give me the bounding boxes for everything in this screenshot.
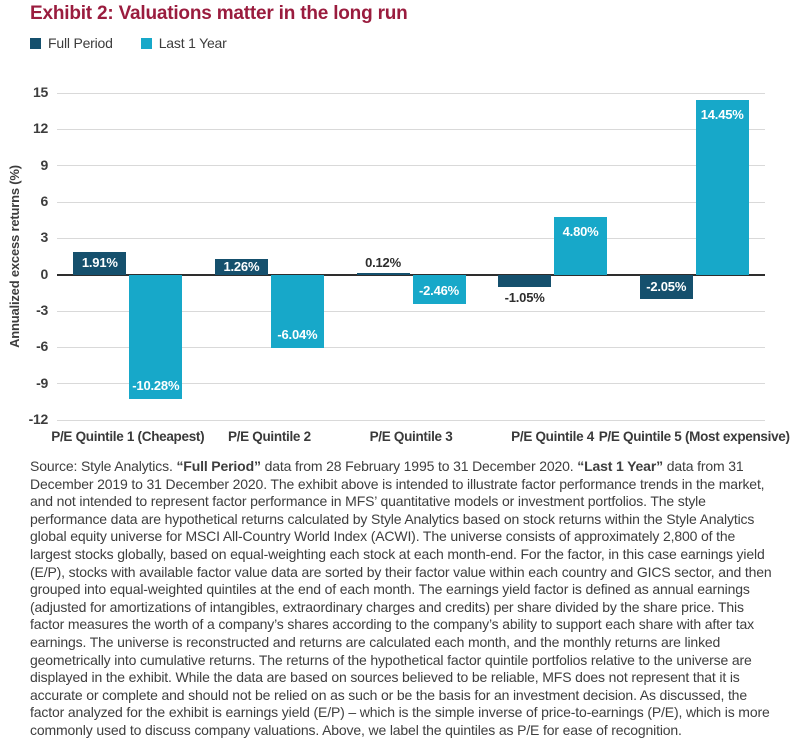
bar-full-period-q4	[498, 274, 552, 288]
y-tick-label-12: 12	[33, 120, 48, 137]
y-tick-label-9: 9	[40, 156, 49, 173]
bar-value-label-full-period-q3: 0.12%	[365, 255, 401, 271]
bar-value-label-last-1-year-q3: -2.46%	[419, 283, 459, 299]
gridline--3	[57, 310, 765, 312]
chart-legend: Full Period Last 1 Year	[30, 35, 255, 51]
x-tick-label-q3: P/E Quintile 3	[369, 429, 453, 444]
bar-value-label-last-1-year-q1: -10.28%	[132, 378, 180, 394]
bar-last-1-year-q1	[129, 274, 183, 400]
bar-full-period-q1	[73, 251, 127, 275]
bar-last-1-year-q2	[270, 274, 324, 348]
legend-swatch-last-1-year	[140, 37, 152, 49]
zero-axis-line	[57, 273, 765, 276]
bar-value-label-full-period-q1: 1.91%	[81, 255, 118, 271]
gridline--12	[57, 419, 765, 421]
y-tick-label--6: -6	[36, 338, 48, 355]
bar-value-label-full-period-q2: 1.26%	[223, 259, 260, 275]
bar-value-label-last-1-year-q5: 14.45%	[700, 106, 744, 122]
gridline-6	[57, 201, 765, 203]
bar-last-1-year-q5	[695, 99, 749, 275]
bar-value-label-last-1-year-q2: -6.04%	[277, 326, 318, 342]
exhibit-title: Exhibit 2: Valuations matter in the long…	[30, 3, 408, 24]
gridline-12	[57, 128, 765, 130]
bar-full-period-q5	[639, 274, 693, 300]
y-tick-label-3: 3	[40, 229, 49, 246]
bar-full-period-q3	[356, 273, 410, 275]
gridline-3	[57, 237, 765, 239]
y-tick-label-0: 0	[40, 265, 49, 282]
gridline-15	[57, 92, 765, 94]
gridline-9	[57, 165, 765, 167]
footer-text-segment: data from 28 February 1995 to 31 Decembe…	[260, 458, 578, 474]
legend-item-full-period: Full Period	[30, 35, 113, 51]
x-tick-label-q5: P/E Quintile 5 (Most expensive)	[598, 429, 790, 444]
footer-bold-segment: “Full Period”	[176, 458, 261, 474]
y-axis-title-wrap: Annualized excess returns (%)	[2, 93, 26, 420]
gridline--9	[57, 383, 765, 385]
bar-value-label-last-1-year-q4: 4.80%	[562, 223, 599, 239]
y-tick-label--9: -9	[36, 374, 48, 391]
x-tick-label-q1: P/E Quintile 1 (Cheapest)	[51, 429, 205, 444]
footer-text-segment: Source: Style Analytics.	[30, 458, 177, 474]
bar-last-1-year-q4	[554, 216, 608, 275]
bar-value-label-full-period-q4: -1.05%	[504, 290, 545, 306]
y-tick-label--12: -12	[28, 411, 49, 427]
legend-swatch-full-period	[30, 37, 41, 49]
legend-item-last-1-year: Last 1 Year	[140, 35, 227, 51]
x-tick-label-q4: P/E Quintile 4	[511, 429, 594, 444]
y-tick-label-15: 15	[33, 84, 48, 100]
gridline--6	[57, 346, 765, 348]
bar-last-1-year-q3	[412, 274, 466, 305]
legend-label: Full Period	[48, 35, 113, 51]
bar-full-period-q2	[214, 259, 268, 275]
footer-bold-segment: “Last 1 Year”	[577, 458, 663, 474]
footer-text-segment: data from 31 December 2019 to 31 Decembe…	[30, 458, 772, 738]
y-tick-label-6: 6	[40, 193, 49, 209]
x-tick-label-q2: P/E Quintile 2	[227, 429, 311, 444]
source-disclosure-text: Source: Style Analytics. “Full Period” d…	[30, 458, 778, 740]
bar-value-label-full-period-q5: -2.05%	[646, 279, 687, 295]
y-tick-label--3: -3	[36, 302, 48, 318]
legend-label: Last 1 Year	[158, 35, 227, 51]
